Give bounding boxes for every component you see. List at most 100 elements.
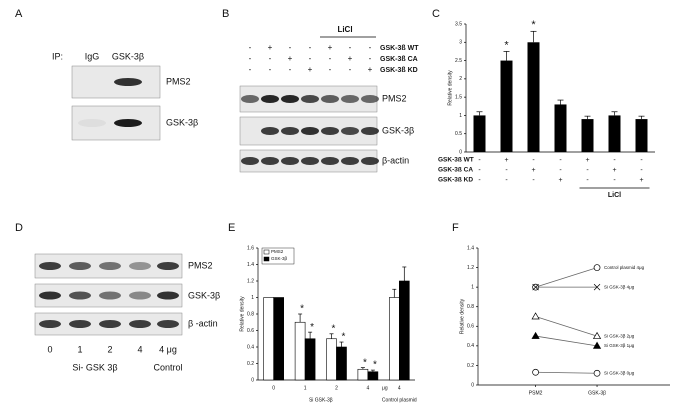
marker [593,264,601,271]
significance: * [504,39,509,51]
lane-label: 2 [107,344,112,354]
lane-label: 4 [137,344,142,354]
bar [500,60,513,153]
blot-label: β-actin [382,155,409,165]
band [241,157,259,165]
sign: - [532,177,535,184]
group-label: Control [153,362,182,372]
series-label: Si GSK-3β 4μg [604,284,635,289]
bar [581,119,594,152]
blot-label: GSK-3β [166,117,198,127]
y-tick-label: 0 [459,149,462,155]
condition-label: GSK-3ß WT [380,45,419,52]
band [39,320,61,328]
sign: + [348,54,353,63]
band [321,127,339,135]
sign: + [639,177,643,184]
y-tick-label: 0.2 [467,363,474,369]
y-axis-label: Relative density [447,70,453,106]
y-tick-label: 0.8 [467,304,474,310]
y-tick-label: 0 [471,382,474,388]
significance: * [373,360,377,371]
y-tick-label: 3 [459,40,462,46]
condition-label: GSK-3ß WT [438,157,474,164]
band [78,119,106,127]
bar [273,297,285,381]
marker [532,283,539,291]
y-tick-label: 0.4 [247,344,254,350]
sign: + [558,177,562,184]
sign: + [531,167,535,174]
band [361,95,379,103]
bar [367,371,379,381]
bar [294,321,306,381]
band [341,127,359,135]
lane-label: IgG [85,51,100,61]
sign: - [269,65,272,74]
panel-label: B [222,8,229,20]
sign: + [504,157,508,164]
legend-label: PMS2 [271,249,284,254]
marker [592,341,602,349]
condition-label: GSK-3ß CA [438,167,473,174]
marker [593,283,601,291]
band [129,320,151,328]
sign: - [329,54,332,63]
marker [592,331,602,339]
sign: + [368,65,373,74]
band [129,262,151,270]
bar [336,346,347,381]
sign: - [559,157,562,164]
panel-label: D [15,222,23,234]
band [241,95,259,103]
blot-label: GSK-3β [382,125,414,135]
bar [473,115,486,152]
x-tick-label: GSK-3β [588,390,606,396]
y-axis-label: Relative density [239,296,245,332]
bar [608,115,621,152]
condition-label: GSK-3ß KD [438,177,473,184]
band [114,119,142,127]
y-tick-label: 2.5 [455,58,462,64]
y-tick-label: 0.6 [467,324,474,330]
sign: + [585,157,589,164]
marker [593,369,601,377]
sign: - [349,65,352,74]
y-tick-label: 2 [459,76,462,82]
significance: * [363,357,367,368]
y-tick-label: 1 [251,295,254,301]
y-tick-label: 0 [251,377,254,383]
marker [532,368,539,376]
sign: + [268,43,273,52]
y-tick-label: 1 [459,113,462,119]
x-tick-label: 2 [335,385,338,391]
band [281,95,299,103]
y-tick-label: 1.4 [247,262,254,268]
y-tick-label: 1 [471,284,474,290]
sign: - [613,157,616,164]
significance: * [310,322,314,333]
band [69,320,91,328]
panel-label: C [432,8,440,20]
sign: + [308,65,313,74]
series-line [535,267,598,288]
panel-label: A [15,8,23,20]
sign: - [289,43,292,52]
sign: - [249,65,252,74]
sign: - [309,43,312,52]
bar [527,42,540,152]
band [39,262,61,270]
sign: + [328,43,333,52]
condition-label: GSK-3ß KD [380,67,418,74]
band [99,291,121,300]
x-unit: μg [382,385,388,391]
group-label: LiCl [337,25,352,34]
significance: * [332,323,336,334]
band [129,291,151,300]
band [261,127,279,135]
significance: * [342,332,346,343]
lane-label: 1 [77,344,82,354]
band [361,127,379,135]
sign: - [478,167,481,174]
band [261,95,279,103]
